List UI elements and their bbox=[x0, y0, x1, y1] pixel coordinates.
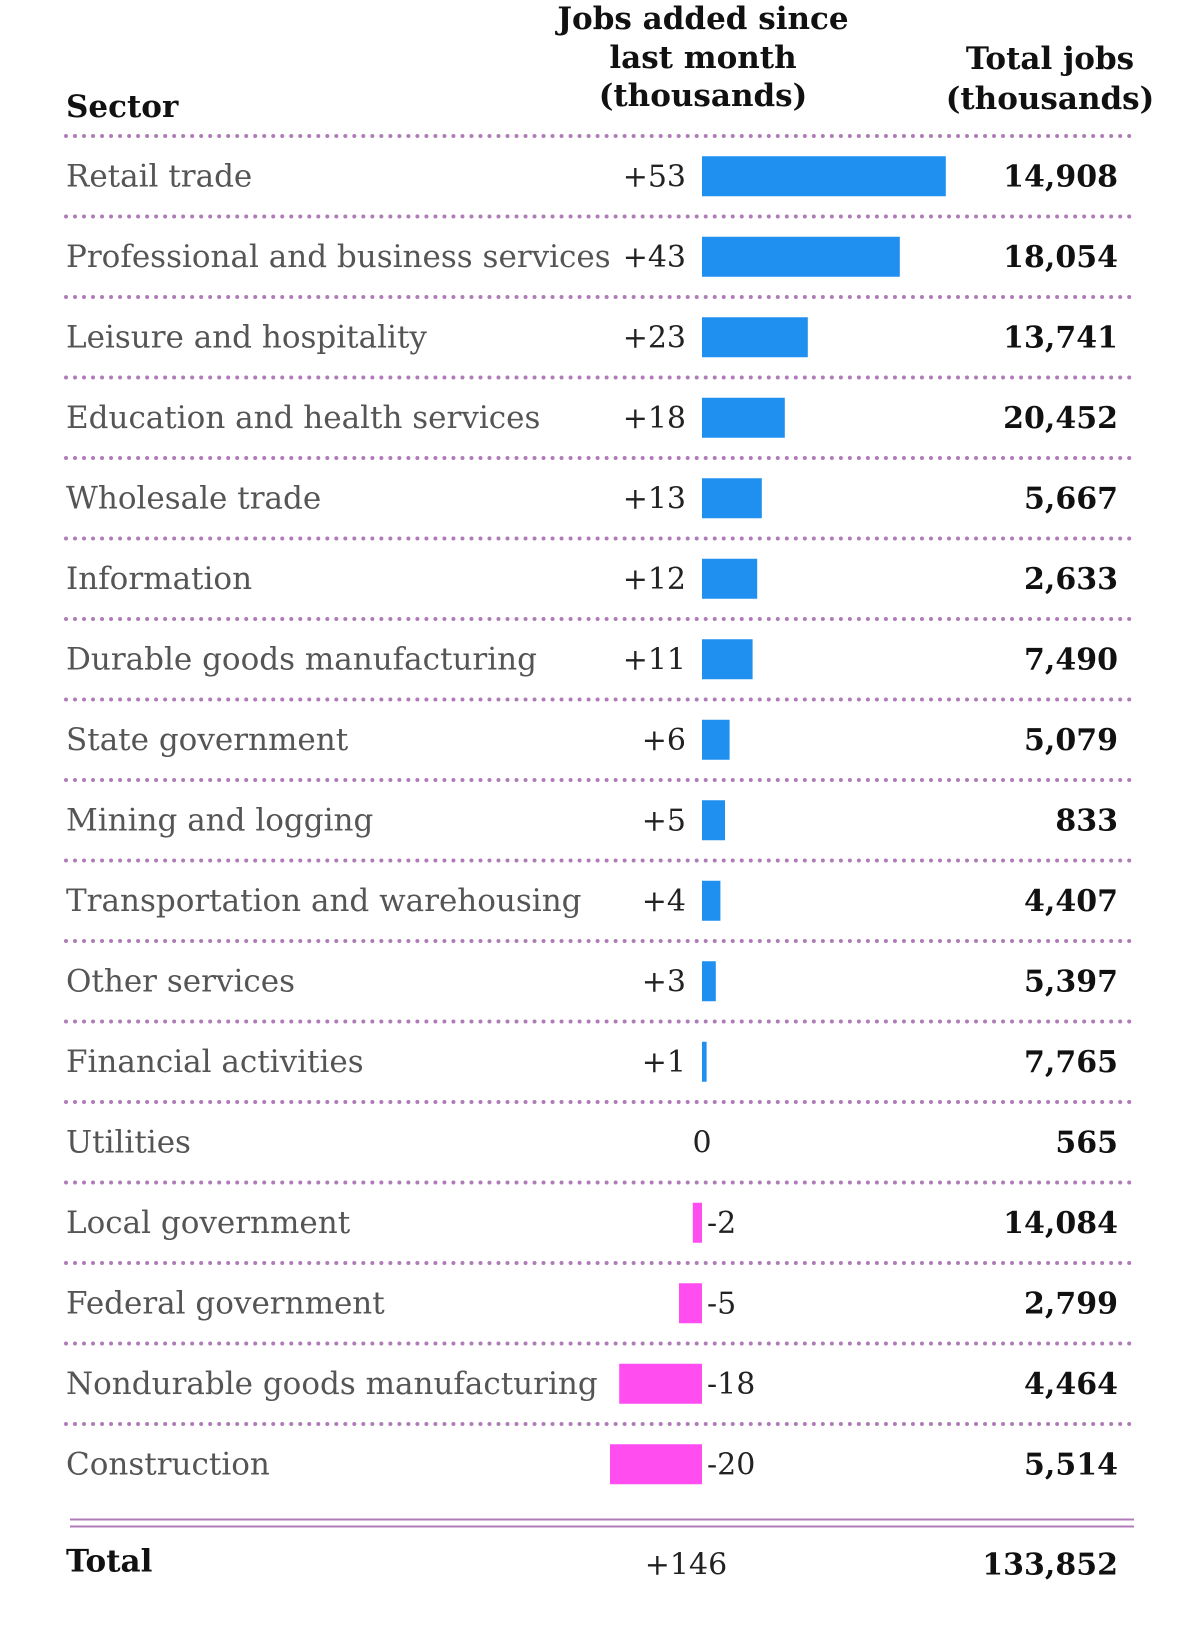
total-jobs-added: +146 bbox=[645, 1548, 727, 1583]
table-row: Wholesale trade +13 5,667 bbox=[66, 478, 1118, 519]
header-jobs-added-line: Jobs added since bbox=[554, 1, 848, 37]
jobs-added-label: +18 bbox=[623, 401, 686, 436]
jobs-added-label: +53 bbox=[623, 159, 686, 194]
sector-label: Nondurable goods manufacturing bbox=[66, 1366, 598, 1402]
table-row: Local government -2 14,084 bbox=[66, 1202, 1118, 1243]
jobs-added-label: -18 bbox=[707, 1367, 755, 1402]
sector-label: Local government bbox=[66, 1205, 351, 1241]
bar-negative bbox=[619, 1363, 702, 1404]
bar-negative bbox=[679, 1283, 702, 1324]
bar-positive bbox=[702, 397, 785, 438]
total-jobs-label: 18,054 bbox=[1003, 240, 1118, 275]
total-jobs-label: 14,084 bbox=[1003, 1206, 1118, 1241]
sector-label: Transportation and warehousing bbox=[66, 883, 582, 919]
jobs-added-label: +5 bbox=[642, 803, 686, 838]
table-row: Mining and logging +5 833 bbox=[66, 800, 1118, 841]
total-jobs-label: 13,741 bbox=[1003, 320, 1118, 355]
total-jobs-label: 5,397 bbox=[1024, 964, 1118, 999]
sector-label: Information bbox=[66, 561, 252, 597]
sector-label: Education and health services bbox=[66, 400, 540, 436]
total-row: Total +146 133,852 bbox=[66, 1518, 1134, 1583]
table-row: Education and health services +18 20,452 bbox=[66, 397, 1118, 438]
header-total-jobs-line: Total jobs bbox=[966, 41, 1134, 77]
table-row: State government +6 5,079 bbox=[66, 719, 1118, 760]
sector-label: Utilities bbox=[66, 1124, 191, 1160]
sector-label: Mining and logging bbox=[66, 802, 373, 838]
table-row: Nondurable goods manufacturing -18 4,464 bbox=[66, 1363, 1118, 1404]
jobs-added-label: +6 bbox=[642, 723, 686, 758]
header-jobs-added-line: (thousands) bbox=[599, 78, 808, 114]
total-jobs-label: 2,799 bbox=[1024, 1286, 1118, 1321]
jobs-added-label: -5 bbox=[707, 1286, 736, 1321]
jobs-added-label: +3 bbox=[642, 964, 686, 999]
jobs-added-label: -2 bbox=[707, 1206, 736, 1241]
total-jobs-label: 20,452 bbox=[1003, 401, 1118, 436]
bar-positive bbox=[702, 156, 946, 197]
jobs-added-label: +23 bbox=[623, 320, 686, 355]
jobs-added-label: +12 bbox=[623, 562, 686, 597]
jobs-added-label: +4 bbox=[642, 884, 686, 919]
bar-positive bbox=[702, 639, 753, 680]
bar-positive bbox=[702, 236, 900, 277]
total-jobs-label: 565 bbox=[1055, 1125, 1118, 1160]
header-total-jobs-line: (thousands) bbox=[946, 81, 1155, 117]
table-row: Leisure and hospitality +23 13,741 bbox=[66, 317, 1118, 358]
header-jobs-added-line: last month bbox=[609, 40, 796, 76]
total-jobs-label: 14,908 bbox=[1003, 159, 1118, 194]
total-jobs-label: 5,667 bbox=[1024, 481, 1118, 516]
header-sector: Sector bbox=[66, 89, 179, 125]
total-jobs-label: 2,633 bbox=[1024, 562, 1118, 597]
total-jobs-total: 133,852 bbox=[982, 1548, 1118, 1583]
jobs-added-label: +43 bbox=[623, 240, 686, 275]
sector-label: Other services bbox=[66, 963, 295, 999]
bar-negative bbox=[692, 1202, 702, 1243]
sector-label: Federal government bbox=[66, 1285, 385, 1321]
sector-label: Professional and business services bbox=[66, 239, 611, 275]
total-jobs-label: 4,407 bbox=[1024, 884, 1118, 919]
table-row: Other services +3 5,397 bbox=[66, 961, 1118, 1002]
sector-label: State government bbox=[66, 722, 349, 758]
bar-negative bbox=[610, 1444, 702, 1485]
table-row: Construction -20 5,514 bbox=[66, 1444, 1118, 1485]
total-jobs-label: 7,765 bbox=[1024, 1045, 1118, 1080]
bar-positive bbox=[702, 719, 730, 760]
total-jobs-label: 4,464 bbox=[1024, 1367, 1118, 1402]
bar-positive bbox=[702, 800, 725, 841]
jobs-added-label: +1 bbox=[642, 1045, 686, 1080]
bar-positive bbox=[702, 1041, 707, 1082]
sector-label: Leisure and hospitality bbox=[66, 319, 427, 355]
sector-label: Financial activities bbox=[66, 1044, 364, 1080]
total-jobs-label: 833 bbox=[1055, 803, 1118, 838]
bar-positive bbox=[702, 558, 758, 599]
sector-label: Durable goods manufacturing bbox=[66, 641, 537, 677]
jobs-added-label: 0 bbox=[692, 1125, 711, 1160]
sector-label: Wholesale trade bbox=[66, 480, 321, 516]
sector-rows: Retail trade +53 14,908 Professional and bu… bbox=[64, 134, 1136, 1485]
table-row: Utilities 0 565 bbox=[66, 1124, 1118, 1160]
table-row: Retail trade +53 14,908 bbox=[66, 156, 1118, 197]
table-row: Transportation and warehousing +4 4,407 bbox=[66, 880, 1118, 921]
total-jobs-label: 7,490 bbox=[1024, 642, 1118, 677]
table-row: Financial activities +1 7,765 bbox=[66, 1041, 1118, 1082]
table-row: Durable goods manufacturing +11 7,490 bbox=[66, 639, 1118, 680]
bar-positive bbox=[702, 317, 808, 358]
total-jobs-label: 5,079 bbox=[1024, 723, 1118, 758]
total-label: Total bbox=[66, 1544, 152, 1580]
total-jobs-label: 5,514 bbox=[1024, 1447, 1118, 1482]
jobs-added-label: +13 bbox=[623, 481, 686, 516]
bar-positive bbox=[702, 880, 721, 921]
table-row: Information +12 2,633 bbox=[66, 558, 1118, 599]
table-row: Professional and business services +43 18,… bbox=[66, 236, 1118, 277]
sector-label: Retail trade bbox=[66, 158, 252, 194]
jobs-added-label: -20 bbox=[707, 1447, 755, 1482]
sector-label: Construction bbox=[66, 1446, 270, 1482]
table-row: Federal government -5 2,799 bbox=[66, 1283, 1118, 1324]
bar-positive bbox=[702, 478, 762, 519]
jobs-added-label: +11 bbox=[623, 642, 686, 677]
bar-positive bbox=[702, 961, 716, 1002]
